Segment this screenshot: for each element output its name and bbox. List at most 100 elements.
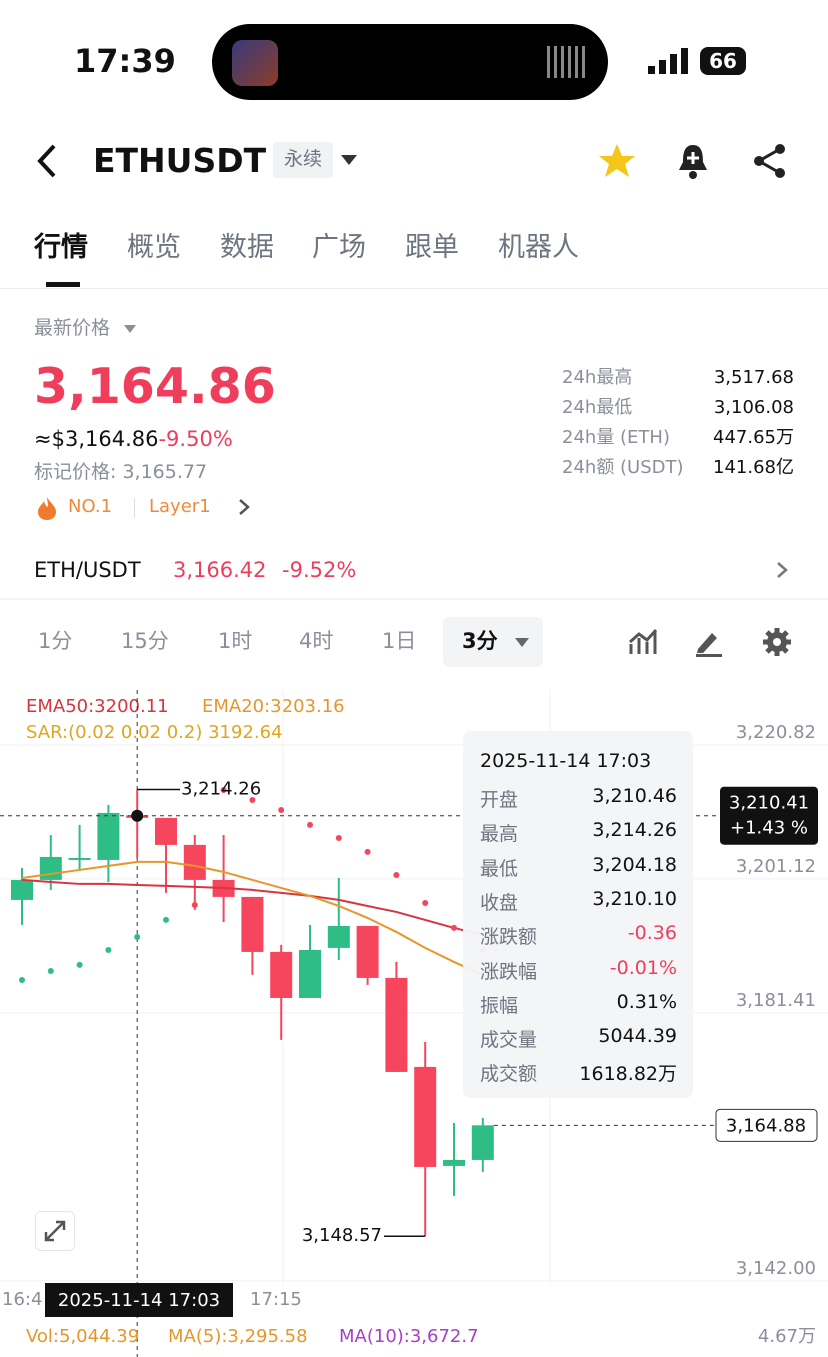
share-icon[interactable] — [752, 143, 788, 179]
x-tick-label: 16:4 — [2, 1289, 42, 1310]
favorite-icon[interactable] — [598, 142, 636, 180]
stat-label: 24h最高 — [562, 367, 633, 388]
spot-change: -9.52% — [282, 558, 357, 582]
sector-tag[interactable]: Layer1 — [149, 496, 211, 517]
tooltip-value: 3,210.10 — [592, 887, 677, 910]
tooltip-value: 0.31% — [616, 990, 677, 1013]
tab[interactable]: 行情 — [34, 232, 88, 263]
price-change: -9.50% — [158, 427, 233, 451]
tooltip-row: 振幅 0.31% — [480, 990, 677, 1017]
sar-dot — [307, 821, 313, 828]
tooltip-label: 振幅 — [480, 994, 519, 1017]
candle-body — [414, 1066, 437, 1167]
low-marker: 3,148.57 — [302, 1225, 382, 1246]
ema50-line — [21, 878, 484, 936]
candle-body — [68, 857, 91, 860]
sar-legend: SAR:(0.02 0.02 0.2) 3192.64 — [26, 722, 283, 743]
indicator-icon[interactable] — [628, 628, 658, 656]
alert-icon[interactable] — [677, 142, 709, 180]
expand-button[interactable] — [35, 1211, 75, 1251]
symbol: ETHUSDT — [93, 141, 267, 180]
ma5-legend: MA(5):3,295.58 — [168, 1326, 308, 1347]
interval[interactable]: 1分 — [38, 629, 73, 653]
divider — [0, 598, 828, 600]
tab[interactable]: 数据 — [220, 232, 274, 263]
ma10-legend: MA(10):3,672.7 — [339, 1326, 479, 1347]
candle-body — [385, 977, 408, 1072]
stat-value: 3,517.68 — [713, 367, 794, 388]
stat-label: 24h额 (USDT) — [562, 457, 684, 478]
interval[interactable]: 3分 — [462, 629, 498, 653]
tooltip-label: 成交量 — [480, 1029, 538, 1052]
candle-body — [327, 925, 350, 948]
dropdown-icon — [124, 325, 136, 333]
tooltip-row: 涨跌幅 -0.01% — [480, 957, 677, 983]
settings-icon[interactable] — [762, 627, 792, 657]
tooltip-label: 收盘 — [480, 891, 519, 914]
battery: 66 — [700, 47, 746, 75]
interval[interactable]: 1时 — [218, 629, 253, 653]
candle-body — [183, 844, 206, 880]
sar-dot — [191, 901, 198, 908]
tooltip-label: 最高 — [480, 823, 519, 846]
contract-badge[interactable]: 永续 — [273, 142, 333, 178]
candle-body — [155, 817, 177, 845]
rank[interactable]: NO.1 — [68, 496, 113, 517]
usd-value: ≈$3,164.86 — [34, 427, 159, 451]
back-button[interactable] — [34, 143, 60, 179]
last-price-box — [715, 1108, 818, 1142]
tooltip-label: 成交额 — [480, 1063, 538, 1086]
interval[interactable]: 15分 — [121, 629, 169, 653]
candle-body — [356, 925, 379, 978]
y-tick-label: 3,181.41 — [736, 990, 816, 1011]
tooltip-value: 3,204.18 — [592, 853, 677, 876]
tab[interactable]: 概览 — [127, 232, 181, 263]
tab[interactable]: 机器人 — [498, 232, 579, 263]
interval[interactable]: 1日 — [382, 629, 417, 653]
spot-pair[interactable]: ETH/USDT — [34, 558, 141, 582]
stat-value: 3,106.08 — [713, 397, 794, 418]
last-price-label: 3,164.88 — [726, 1115, 806, 1136]
ema20-legend: EMA20:3203.16 — [202, 696, 345, 717]
price-label[interactable]: 最新价格 — [34, 317, 111, 339]
last-price: 3,164.86 — [34, 358, 276, 415]
draw-icon[interactable] — [694, 627, 724, 657]
chevron[interactable] — [238, 498, 250, 516]
sar-dot — [19, 976, 25, 983]
tab[interactable]: 广场 — [312, 232, 366, 263]
sar-dot — [76, 961, 83, 968]
sar-dot — [393, 871, 400, 878]
candle-body — [39, 856, 62, 880]
sar-dot — [105, 946, 112, 953]
sar-dot — [47, 967, 54, 974]
crosshair-time-box — [45, 1283, 233, 1317]
crosshair-change: +1.43 % — [730, 818, 808, 839]
interval-selected[interactable] — [443, 617, 543, 667]
candle-body — [270, 951, 293, 998]
status-time: 17:39 — [74, 42, 176, 80]
crosshair-price-box — [720, 786, 818, 845]
sar-dot — [163, 916, 169, 923]
stat-value: 141.68亿 — [713, 457, 794, 478]
sar-dot — [278, 806, 285, 813]
divider — [0, 288, 828, 289]
stat-value: 447.65万 — [713, 427, 794, 448]
sar-dot — [422, 899, 429, 906]
volume-legend: Vol:5,044.39 — [26, 1326, 140, 1347]
interval[interactable]: 4时 — [299, 629, 334, 653]
dropdown-icon[interactable] — [340, 153, 358, 167]
mark-price: 标记价格: 3,165.77 — [34, 463, 207, 482]
dropdown-icon — [515, 638, 529, 647]
y-tick-label: 3,201.12 — [736, 856, 816, 877]
mark-value: 3,165.77 — [122, 461, 208, 483]
tooltip-value: 1618.82万 — [579, 1063, 677, 1086]
signal-icon — [648, 48, 688, 74]
stat-label: 24h最低 — [562, 397, 633, 418]
tab[interactable]: 跟单 — [405, 232, 459, 263]
chevron[interactable] — [776, 561, 788, 579]
fire-icon — [38, 497, 56, 520]
tooltip-row: 最低 3,204.18 — [480, 853, 677, 880]
ema20-line — [21, 860, 484, 976]
separator — [134, 498, 135, 518]
